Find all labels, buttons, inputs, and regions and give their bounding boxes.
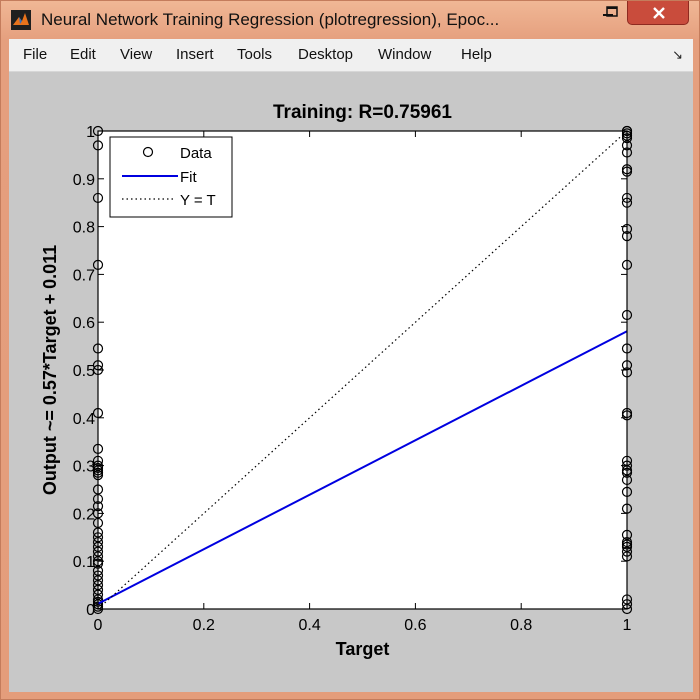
y-tick-label: 0 — [86, 602, 95, 619]
window-title: Neural Network Training Regression (plot… — [41, 10, 500, 29]
x-axis-label: Target — [336, 639, 390, 659]
menu-insert[interactable]: Insert — [176, 46, 214, 63]
menu-bar: File Edit View Insert Tools Desktop Wind… — [9, 39, 693, 72]
identity-line — [97, 130, 628, 610]
fit-line — [97, 330, 628, 605]
y-tick-label: 0.1 — [73, 554, 95, 571]
menu-help[interactable]: Help — [461, 46, 492, 63]
menu-edit[interactable]: Edit — [70, 46, 96, 63]
figure-canvas: 0 0.2 0.4 0.6 0.8 1 0 0.1 0.2 0.3 0.4 0.5 0.6 0.7 0.8 0… — [9, 72, 693, 692]
minimize-button[interactable] — [593, 1, 623, 23]
y-axis-label: Output ~= 0.57*Target + 0.011 — [40, 245, 60, 495]
x-tick-label: 1 — [623, 617, 632, 634]
y-tick-label: 0.2 — [73, 506, 95, 523]
menu-view[interactable]: View — [120, 46, 153, 63]
y-tick-label: 0.9 — [73, 172, 95, 189]
y-tick-label: 0.8 — [73, 220, 95, 237]
minimize-icon — [603, 14, 613, 16]
menu-window[interactable]: Window — [378, 46, 432, 63]
y-tick-label: 0.7 — [73, 267, 95, 284]
title-bar[interactable]: Neural Network Training Regression (plot… — [1, 1, 700, 39]
close-button[interactable] — [627, 1, 689, 25]
legend-data-label: Data — [180, 145, 212, 162]
x-tick-label: 0.2 — [193, 617, 215, 634]
close-icon — [653, 6, 665, 19]
menu-tools[interactable]: Tools — [237, 46, 273, 63]
x-tick-label: 0 — [94, 617, 103, 634]
x-tick-label: 0.4 — [298, 617, 320, 634]
matlab-icon — [11, 10, 31, 30]
axes-frame — [97, 130, 628, 610]
legend-fit-label: Fit — [180, 169, 197, 186]
dock-arrow-icon[interactable]: ↘ — [672, 47, 683, 62]
maximize-button[interactable] — [599, 1, 625, 23]
x-tick-label: 0.6 — [404, 617, 426, 634]
y-tick-label: 0.6 — [73, 315, 95, 332]
x-tick-label: 0.8 — [510, 617, 532, 634]
y-tick-label: 1 — [86, 124, 95, 141]
y-tick-label: 0.3 — [73, 459, 95, 476]
regression-plot: 0 0.2 0.4 0.6 0.8 1 0 0.1 0.2 0.3 0.4 0.5 0.6 0.7 0.8 0… — [40, 102, 633, 659]
menu-file[interactable]: File — [23, 46, 48, 63]
y-tick-label: 0.5 — [73, 363, 95, 380]
y-tick-label: 0.4 — [73, 411, 95, 428]
chart-title: Training: R=0.75961 — [273, 102, 452, 123]
menu-desktop[interactable]: Desktop — [298, 46, 354, 63]
legend-identity-label: Y = T — [180, 192, 216, 209]
legend-data-marker — [142, 146, 154, 158]
maximize-icon — [606, 6, 618, 17]
